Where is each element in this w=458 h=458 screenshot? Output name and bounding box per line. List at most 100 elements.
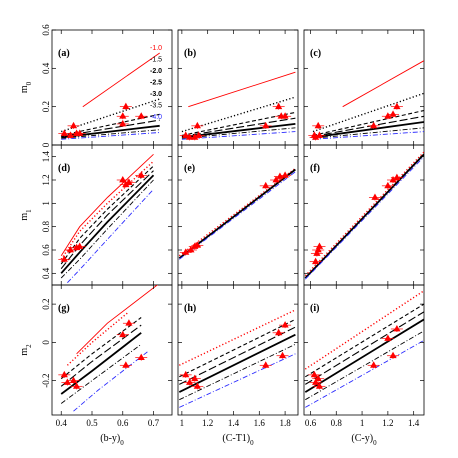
series-line-dotted [66,311,130,366]
series-line-dotted [312,92,424,133]
series-line-short-dash [60,317,142,380]
data-point [367,361,380,369]
data-point [312,121,325,129]
series-line-dash-dot [61,132,160,140]
series-line-solid-thick [178,333,296,393]
series-line-dash-dot [305,340,424,408]
panel-b: (b) [177,29,299,146]
y-tick-label: 0.6 [41,244,51,256]
data-point [122,319,135,327]
data-point [67,376,80,384]
data-point [390,324,403,332]
x-tick-label: 1 [360,418,365,428]
data-point [309,257,322,265]
panel-label: (c) [310,48,321,59]
x-tick-label: 0.4 [56,418,68,428]
panel-label: (e) [184,163,195,174]
y-tick-label: 1 [41,201,51,206]
y-tick-label: 1.4 [41,151,51,163]
data-point [279,321,292,329]
panel-label: (g) [58,303,70,314]
legend-entry: -1.5 [150,57,162,64]
series-line-dotted [178,309,296,366]
panel-label: (h) [184,303,196,314]
series-line-short-dash [305,303,424,378]
panel-g: 0.4 0.5 0.6 0.7 -0.2 0 0.2 (g) [41,284,173,428]
data-point [184,246,197,253]
series-line-dash-dot [60,179,154,279]
y-tick-label: -0.2 [41,373,51,387]
panel-label: (f) [310,163,320,174]
series-line-solid-thick [60,332,142,395]
data-point [116,330,129,338]
data-point [381,181,394,189]
panel-c: (c) [303,29,425,146]
data-point [73,129,86,137]
panel-a: 0 0.2 0.4 0.6 (a) [41,24,173,147]
panel-frame [177,284,299,416]
series-line-long-dash [60,170,154,270]
series-line-dash-dot [73,351,148,412]
data-point [272,328,285,336]
data-point [259,361,272,369]
x-tick-label: 1.2 [382,418,393,428]
legend-entry: -2.0 [150,68,162,75]
data-point [390,173,403,181]
data-point [58,370,71,378]
panel-label: (a) [58,48,70,59]
data-point [312,374,325,382]
panel-label: (b) [184,48,196,59]
panel-e: (e) [177,144,299,286]
series-line-solid-thick [312,121,424,139]
data-point [116,119,129,127]
legend-entry: -2.5 [150,80,162,87]
panel-f: (f) [303,144,425,286]
data-point [279,171,292,179]
data-point [122,178,135,186]
data-point [387,110,400,118]
data-point [276,351,289,359]
x-tick-label: 0.7 [148,418,160,428]
series-line-dash-dot [179,343,296,401]
series-line-dash-dot [304,156,424,280]
panel-label: (d) [58,163,70,174]
series-line-long-dash [305,311,424,385]
x-tick-label: 0.8 [331,418,343,428]
x-axis-label: (C-T1)0 [222,433,254,447]
data-point [135,112,148,120]
x-axis-label: (C-y)0 [351,433,377,447]
data-point [116,176,129,183]
series-line-dotted [304,151,424,277]
series-line-solid-thick [304,153,424,279]
data-point [119,102,132,110]
data-point [367,121,380,129]
x-tick-label: 1.6 [254,418,266,428]
panel-h: 1 1.2 1.4 1.6 1.8 (h) [177,284,299,428]
panel-i: 0.6 0.8 1 1.2 1.4 (i) [303,284,425,428]
data-point [191,241,204,249]
data-point [191,121,204,129]
data-point [308,370,321,378]
y-tick-label: 1.2 [41,174,51,185]
data-point [313,382,326,390]
data-point [368,193,381,201]
data-point [192,131,205,139]
series-line-dotted [178,167,296,257]
x-tick-label: 1.2 [202,418,213,428]
data-point [67,121,80,129]
series-line-solid-thin [342,60,424,108]
series-line-dash-dot [312,131,424,140]
series-line-solid-thin [188,71,296,108]
y-axis-label: m2 [19,344,33,356]
series-line-dash-dot [179,353,296,408]
series-line-long-dash [181,117,296,137]
series-line-solid-thick [178,168,296,259]
y-tick-label: 0.4 [41,62,51,74]
x-tick-label: 0.6 [305,418,317,428]
x-tick-label: 1 [180,418,185,428]
panel-frame [51,284,173,416]
data-point [313,131,326,139]
legend-entry: -3.5 [150,103,162,110]
y-tick-label: 0.2 [41,101,51,112]
